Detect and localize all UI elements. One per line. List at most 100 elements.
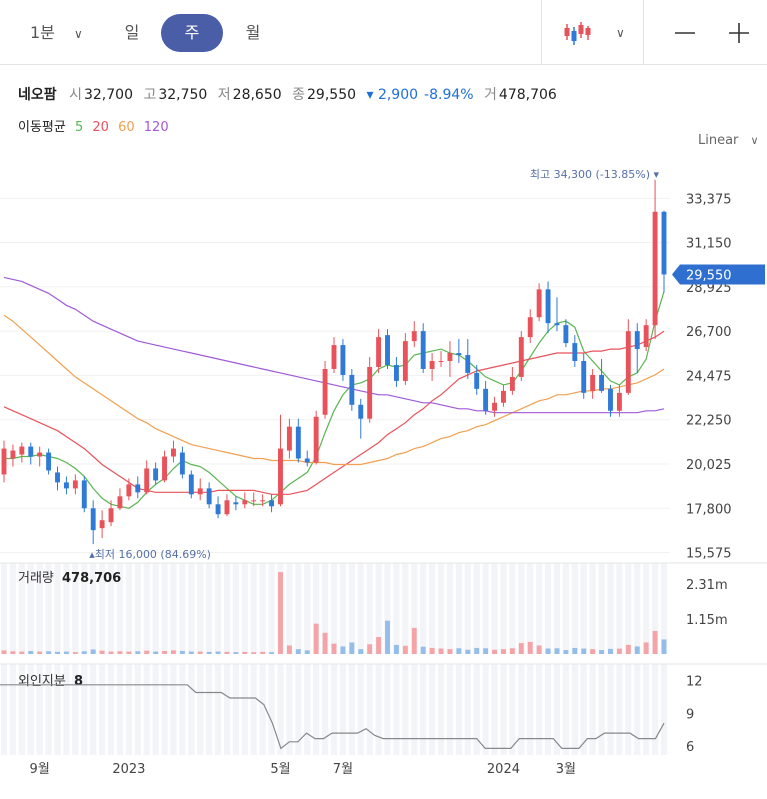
tab-weekly[interactable]: 주	[161, 14, 223, 52]
candle-body	[349, 374, 355, 405]
foreign-background-stripe	[27, 664, 34, 755]
scale-select[interactable]: Linear ∨	[698, 133, 759, 148]
chevron-down-icon: ∨	[74, 27, 83, 41]
volume-background-stripe	[179, 563, 186, 654]
volume-background-stripe	[134, 563, 141, 654]
candle-body	[153, 468, 159, 481]
foreign-ownership-line	[0, 684, 665, 750]
candle-body	[483, 388, 489, 411]
chart-type-select[interactable]: ∨	[562, 14, 642, 52]
candle-body	[385, 335, 390, 365]
volume-background-stripe	[214, 563, 222, 654]
foreign-background-stripe	[214, 664, 222, 755]
volume-background-stripe	[45, 563, 52, 654]
volume-background-stripe	[518, 563, 525, 654]
volume-background-stripe	[9, 563, 17, 654]
candle-body	[509, 376, 515, 391]
candle	[46, 448, 52, 475]
volume-label: 거	[484, 87, 497, 103]
minute-interval-select[interactable]: 1분 ∨	[30, 14, 90, 52]
volume-background-stripe	[473, 563, 480, 654]
x-tick-label: 2023	[112, 762, 145, 777]
foreign-background-stripe	[18, 664, 25, 755]
tab-daily[interactable]: 일	[102, 14, 162, 52]
volume-background-stripe	[170, 563, 177, 654]
change-value: ▾ 2,900	[366, 87, 419, 103]
volume-bar	[171, 650, 176, 654]
volume-background-stripe	[125, 563, 132, 654]
volume-bar	[295, 649, 301, 654]
candle-body	[554, 323, 560, 326]
foreign-background-stripe	[116, 664, 124, 755]
candle	[331, 337, 337, 373]
foreign-background-stripe	[464, 664, 471, 755]
zoom-out-button[interactable]	[674, 14, 698, 52]
foreign-background-stripe	[598, 664, 605, 755]
candle	[188, 470, 194, 499]
candle	[144, 460, 150, 495]
volume-bar	[251, 652, 257, 654]
volume-bar	[545, 648, 551, 654]
foreign-background-stripe	[250, 664, 257, 755]
volume-background-stripe	[420, 563, 427, 654]
candle	[162, 450, 167, 483]
candle-body	[616, 392, 622, 411]
price-tick-label: 15,575	[686, 547, 732, 562]
volume-background-stripe	[90, 563, 97, 654]
foreign-background-stripe	[616, 664, 623, 755]
candle-body	[46, 452, 52, 471]
chevron-down-icon: ∨	[750, 134, 759, 147]
foreign-background-stripe	[107, 664, 115, 755]
foreign-background-stripe	[304, 664, 311, 755]
minute-interval-label: 1분	[30, 23, 55, 42]
foreign-background-stripe	[179, 664, 186, 755]
zoom-in-button[interactable]	[728, 14, 752, 52]
volume-bar	[90, 649, 96, 654]
volume-background-stripe	[411, 563, 418, 654]
tab-monthly[interactable]: 월	[223, 14, 283, 52]
candle	[63, 476, 69, 495]
foreign-background-stripe	[473, 664, 480, 755]
foreign-background-stripe	[509, 664, 516, 755]
candle	[402, 333, 408, 385]
volume-bar	[340, 646, 346, 654]
volume-background-stripe	[54, 563, 61, 654]
foreign-background-stripe	[348, 664, 355, 755]
volume-bar	[286, 645, 292, 654]
candle-body	[1, 448, 7, 475]
volume-bar	[599, 650, 605, 654]
candle	[634, 323, 640, 373]
price-tick-label: 28,925	[686, 281, 732, 296]
ma-5-label: 5	[74, 120, 84, 135]
stock-name: 네오팜	[18, 87, 57, 103]
foreign-background-stripe	[313, 664, 320, 755]
foreign-background-stripe	[660, 664, 668, 755]
foreign-background-stripe	[402, 664, 409, 755]
volume-background-stripe	[286, 563, 293, 654]
foreign-background-stripe	[553, 664, 561, 755]
volume-bar	[135, 651, 141, 654]
volume-bar	[634, 646, 640, 654]
volume-bar	[37, 651, 43, 654]
volume-bar	[590, 649, 596, 654]
volume-background-stripe	[27, 563, 34, 654]
foreign-background-stripe	[482, 664, 489, 755]
candle-body	[590, 374, 596, 391]
foreign-background-stripe	[170, 664, 177, 755]
close-value: 29,550	[307, 87, 357, 103]
volume-background-stripe	[491, 563, 498, 654]
tab-daily-label: 일	[124, 23, 140, 42]
foreign-background-stripe	[125, 664, 132, 755]
volume-bar	[28, 650, 34, 654]
volume-bar	[313, 623, 319, 654]
moving-average-label: 이동평균	[18, 120, 66, 135]
volume-background-stripe	[116, 563, 124, 654]
volume-bar	[99, 650, 105, 654]
candle-body	[197, 488, 203, 495]
candle	[625, 319, 631, 395]
foreign-background-stripe	[143, 664, 150, 755]
candle-body	[429, 361, 435, 369]
volume-bar	[197, 651, 203, 654]
candle	[492, 396, 497, 417]
